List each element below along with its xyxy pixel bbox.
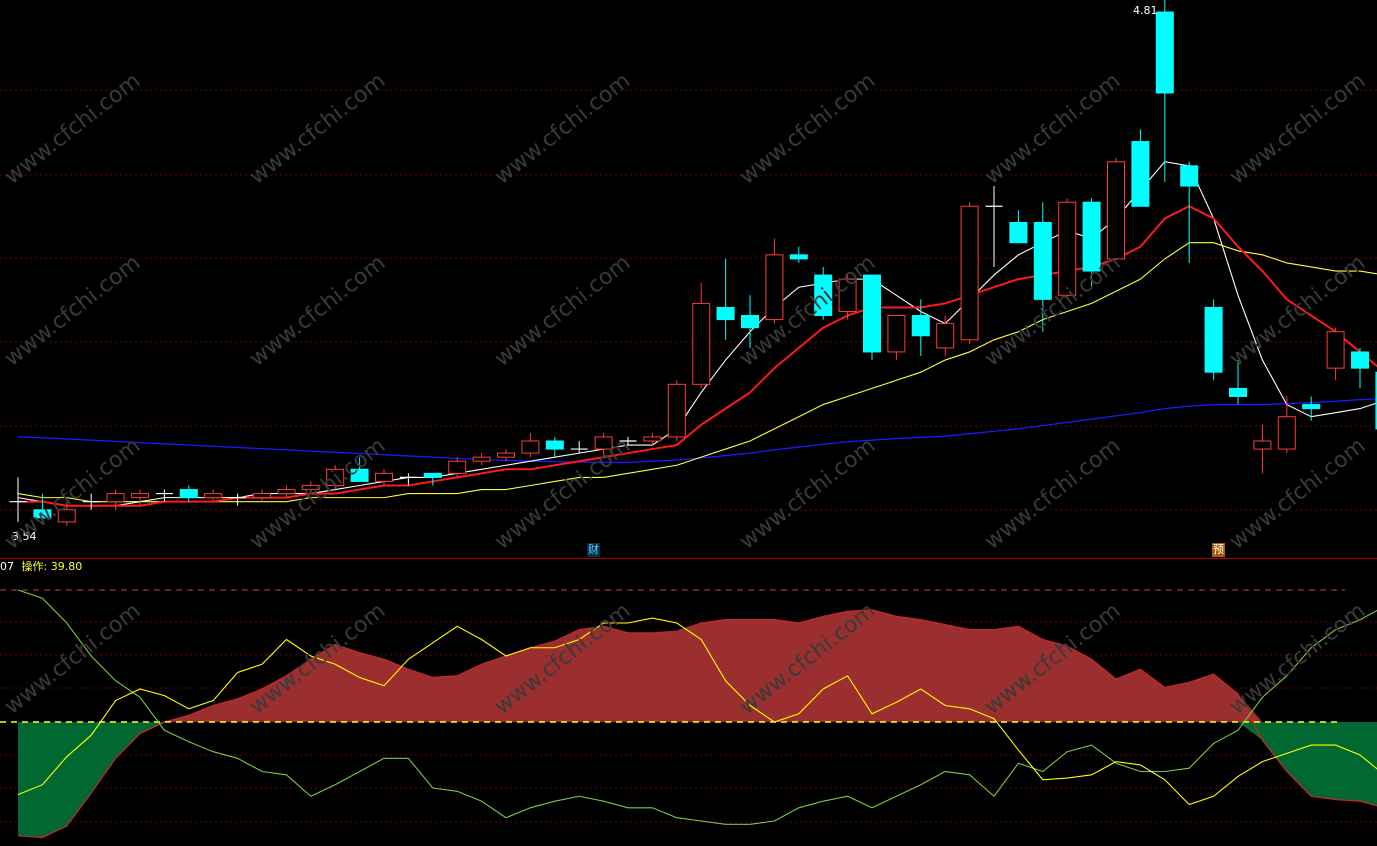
candle-body <box>1155 11 1174 94</box>
candle-body <box>301 484 320 491</box>
candle-body <box>253 493 271 499</box>
candle-body <box>863 274 881 353</box>
candle-body <box>106 493 125 503</box>
oscillator-green-line <box>17 589 1377 825</box>
oscillator-yellow-line <box>17 617 1377 806</box>
candle-body <box>131 493 149 499</box>
ma-short-line <box>17 161 1377 507</box>
indicator-readout-label: 操作: <box>21 560 48 573</box>
candle-body <box>1107 161 1125 260</box>
candle-body <box>545 440 564 450</box>
indicator-readout: 07 操作: 39.80 <box>0 560 82 573</box>
panel-divider[interactable] <box>0 558 1377 559</box>
candle-body <box>1302 404 1321 410</box>
candle-body <box>887 315 906 353</box>
candle-body <box>204 493 223 499</box>
oscillator-area-edge <box>17 609 1377 839</box>
high-price-label: 4.81 <box>1133 4 1158 17</box>
candle-body <box>57 509 76 523</box>
candle-body <box>375 472 393 482</box>
candle-body <box>1253 440 1272 450</box>
low-price-label: 3.54 <box>12 530 37 543</box>
candle-body <box>1326 331 1345 369</box>
candle-body <box>789 254 808 260</box>
price-candlestick-chart[interactable] <box>0 0 1377 558</box>
candle-body <box>33 509 52 519</box>
candle-body <box>277 489 296 495</box>
candle-body <box>326 468 345 486</box>
indicator-readout-prefix: 07 <box>0 560 14 573</box>
candle-body <box>1082 201 1101 272</box>
low-price-value: 3.54 <box>12 530 37 543</box>
candle-body <box>1229 387 1247 397</box>
candle-body <box>1277 416 1296 450</box>
candle-body <box>1351 351 1369 369</box>
candle-body <box>667 383 686 438</box>
forecast-marker[interactable]: 预 <box>1212 543 1225 557</box>
candle-body <box>1009 221 1028 244</box>
finance-marker[interactable]: 财 <box>587 543 600 557</box>
indicator-oscillator-chart[interactable] <box>0 560 1377 846</box>
candle-body <box>911 315 930 337</box>
ma-long-line <box>17 242 1377 503</box>
candle-body <box>936 323 955 349</box>
candle-body <box>741 315 759 329</box>
oscillator-positive-fill <box>18 609 1377 722</box>
candle-body <box>1375 371 1377 430</box>
candle-body <box>716 306 735 321</box>
candle-body <box>448 460 467 474</box>
candle-body <box>814 274 833 317</box>
candle-body <box>1033 221 1052 300</box>
candle-body <box>1180 165 1199 187</box>
candle-body <box>1131 141 1150 207</box>
candle-body <box>594 436 613 450</box>
candle-body <box>179 489 198 499</box>
candle-body <box>643 436 662 442</box>
candle-body <box>1204 306 1223 373</box>
candle-body <box>838 278 857 312</box>
candle-body <box>1058 201 1077 296</box>
candle-body <box>472 456 491 462</box>
indicator-readout-value: 39.80 <box>50 560 83 573</box>
high-price-value: 4.81 <box>1133 4 1158 17</box>
candle-body <box>497 452 515 458</box>
candle-body <box>521 440 540 454</box>
candle-body <box>423 472 442 478</box>
candle-body <box>350 468 369 482</box>
candle-body <box>765 254 784 321</box>
candle-body <box>960 205 979 341</box>
candle-body <box>692 302 711 385</box>
ma-longest-line <box>17 398 1377 464</box>
